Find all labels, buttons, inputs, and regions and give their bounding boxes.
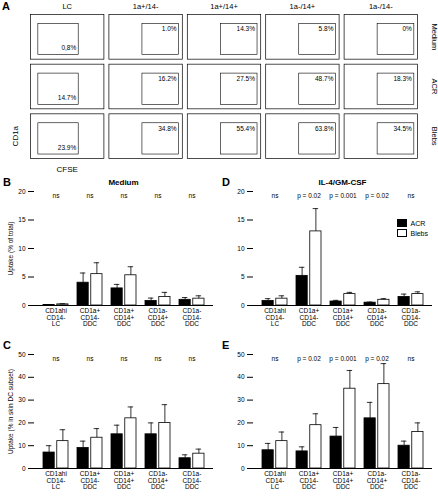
svg-text:ns: ns: [272, 192, 280, 199]
svg-text:10: 10: [18, 245, 26, 252]
svg-text:p = 0.02: p = 0.02: [297, 192, 321, 200]
svg-text:1a+/14-: 1a+/14-: [133, 2, 159, 11]
svg-text:1a-/14+: 1a-/14+: [290, 2, 316, 11]
svg-text:63.8%: 63.8%: [315, 125, 334, 132]
svg-text:CD1a-CD14-DDC: CD1a-CD14-DDC: [402, 307, 421, 327]
svg-text:0: 0: [241, 465, 245, 472]
svg-text:16.2%: 16.2%: [158, 75, 177, 82]
svg-text:CD1a+CD14+DDC: CD1a+CD14+DDC: [114, 470, 135, 490]
svg-text:ACR: ACR: [430, 79, 438, 95]
svg-text:40: 40: [18, 373, 26, 380]
svg-text:0: 0: [241, 302, 245, 309]
svg-text:ns: ns: [155, 192, 163, 199]
html-text:B: B: [3, 176, 11, 188]
svg-text:CD1a-CD14+DDC: CD1a-CD14+DDC: [367, 307, 388, 327]
svg-text:Uptake (% in skin DC subset): Uptake (% in skin DC subset): [7, 369, 15, 454]
svg-text:CD1a-CD14+DDC: CD1a-CD14+DDC: [148, 470, 169, 490]
svg-text:p = 0.02: p = 0.02: [365, 355, 389, 363]
svg-text:55.4%: 55.4%: [237, 125, 256, 132]
svg-text:CD1a-CD14-DDC: CD1a-CD14-DDC: [183, 307, 202, 327]
svg-text:ns: ns: [189, 192, 197, 199]
svg-text:10: 10: [18, 442, 26, 449]
svg-text:ns: ns: [87, 192, 95, 199]
html-text:Medium: Medium: [108, 178, 139, 187]
svg-text:ns: ns: [53, 192, 61, 199]
svg-text:ns: ns: [408, 192, 416, 199]
svg-text:LC: LC: [62, 2, 72, 11]
svg-text:CD1a-CD14-DDC: CD1a-CD14-DDC: [183, 470, 202, 490]
svg-text:ns: ns: [87, 355, 95, 362]
svg-text:0%: 0%: [402, 25, 412, 32]
svg-text:5: 5: [22, 273, 26, 280]
svg-text:0: 0: [22, 465, 26, 472]
svg-text:A: A: [2, 0, 10, 12]
svg-text:p = 0.02: p = 0.02: [297, 355, 321, 363]
svg-text:p = 0.001: p = 0.001: [329, 192, 357, 200]
svg-text:ns: ns: [121, 355, 129, 362]
svg-text:14.7%: 14.7%: [58, 94, 77, 101]
svg-text:40: 40: [237, 373, 245, 380]
html-text:C: C: [3, 339, 11, 351]
html-text:IL-4/GM-CSF: IL-4/GM-CSF: [318, 178, 367, 187]
svg-text:48.7%: 48.7%: [315, 75, 334, 82]
svg-text:10: 10: [237, 442, 245, 449]
svg-text:CD1ahiCD14-LC: CD1ahiCD14-LC: [45, 307, 67, 327]
svg-text:ns: ns: [408, 355, 416, 362]
svg-text:CD1ahiCD14-LC: CD1ahiCD14-LC: [45, 470, 67, 490]
svg-text:23.9%: 23.9%: [58, 144, 77, 151]
svg-text:CD1a+CD14-DDC: CD1a+CD14-DDC: [299, 307, 320, 327]
svg-text:p = 0.001: p = 0.001: [329, 355, 357, 363]
svg-text:20: 20: [18, 188, 26, 195]
svg-text:15: 15: [237, 216, 245, 223]
svg-text:CFSE: CFSE: [57, 165, 78, 174]
svg-text:CD1a-CD14+DDC: CD1a-CD14+DDC: [367, 470, 388, 490]
svg-text:50: 50: [237, 351, 245, 358]
svg-text:CD1a+CD14+DDC: CD1a+CD14+DDC: [333, 307, 354, 327]
svg-text:30: 30: [18, 396, 26, 403]
svg-text:30: 30: [237, 396, 245, 403]
html-text:Blebs: Blebs: [410, 229, 428, 237]
svg-text:5: 5: [241, 273, 245, 280]
svg-text:20: 20: [237, 188, 245, 195]
svg-text:CD1ahiCD14-LC: CD1ahiCD14-LC: [264, 470, 286, 490]
html-text:D: D: [222, 176, 230, 188]
svg-text:34.5%: 34.5%: [393, 125, 412, 132]
svg-text:CD1a+CD14+DDC: CD1a+CD14+DDC: [114, 307, 135, 327]
svg-text:p = 0.02: p = 0.02: [365, 192, 389, 200]
svg-text:ns: ns: [53, 355, 61, 362]
svg-text:27.5%: 27.5%: [237, 75, 256, 82]
svg-text:ns: ns: [121, 192, 129, 199]
svg-text:0,8%: 0,8%: [61, 44, 76, 51]
svg-text:ns: ns: [155, 355, 163, 362]
svg-text:5.8%: 5.8%: [319, 25, 334, 32]
svg-text:ns: ns: [189, 355, 197, 362]
svg-text:1a-/14-: 1a-/14-: [369, 2, 393, 11]
svg-text:14.3%: 14.3%: [237, 25, 256, 32]
svg-text:CD1a+CD14-DDC: CD1a+CD14-DDC: [80, 470, 101, 490]
svg-text:CD1a+CD14-DDC: CD1a+CD14-DDC: [80, 307, 101, 327]
svg-text:CD1a+CD14-DDC: CD1a+CD14-DDC: [299, 470, 320, 490]
svg-text:CD1ahiCD14-LC: CD1ahiCD14-LC: [264, 307, 286, 327]
svg-text:ns: ns: [272, 355, 280, 362]
svg-text:50: 50: [18, 351, 26, 358]
svg-text:15: 15: [18, 216, 26, 223]
svg-text:CD1a-CD14+DDC: CD1a-CD14+DDC: [148, 307, 169, 327]
svg-text:20: 20: [237, 419, 245, 426]
html-text:E: E: [222, 339, 230, 351]
svg-text:Uptake (% of total): Uptake (% of total): [7, 222, 15, 276]
svg-text:10: 10: [237, 245, 245, 252]
svg-text:Medium: Medium: [430, 23, 438, 50]
svg-text:Blebs: Blebs: [430, 127, 438, 146]
svg-text:1.0%: 1.0%: [162, 25, 177, 32]
svg-text:CD1a+CD14+DDC: CD1a+CD14+DDC: [333, 470, 354, 490]
svg-text:34.8%: 34.8%: [158, 125, 177, 132]
svg-text:1a+/14+: 1a+/14+: [210, 2, 238, 11]
svg-text:CD1a-CD14-DDC: CD1a-CD14-DDC: [402, 470, 421, 490]
svg-text:CD1a: CD1a: [11, 125, 20, 146]
svg-text:18.3%: 18.3%: [393, 75, 412, 82]
html-text:ACR: ACR: [410, 219, 426, 227]
svg-text:20: 20: [18, 419, 26, 426]
svg-text:0: 0: [22, 302, 26, 309]
